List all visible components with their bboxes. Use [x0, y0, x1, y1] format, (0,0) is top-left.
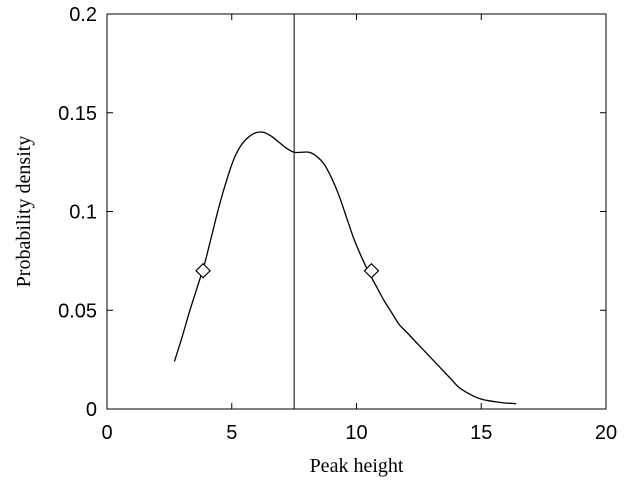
x-axis-label: Peak height: [310, 455, 404, 477]
y-tick-label: 0.1: [69, 202, 97, 224]
x-tick-label: 20: [595, 422, 617, 444]
density-curve: [173, 131, 517, 405]
plot-area-frame: [106, 13, 607, 410]
diamond-marker: [363, 262, 380, 279]
y-tick-label: 0.05: [58, 300, 97, 322]
y-tick-label: 0.15: [58, 103, 97, 125]
y-tick-labels: 0 0.05 0.1 0.15 0.2: [58, 4, 97, 421]
ticks: [106, 13, 607, 410]
diamond-marker: [195, 262, 211, 279]
x-tick-labels: 0 5 10 15 20: [101, 422, 617, 444]
x-tick-label: 15: [470, 422, 492, 444]
x-tick-label: 10: [345, 422, 367, 444]
x-tick-label: 0: [101, 422, 112, 444]
y-axis-label: Probability density: [13, 136, 35, 288]
y-tick-label: 0: [86, 399, 97, 421]
x-tick-label: 5: [226, 422, 237, 444]
markers: [195, 262, 380, 279]
y-tick-label: 0.2: [69, 4, 97, 26]
